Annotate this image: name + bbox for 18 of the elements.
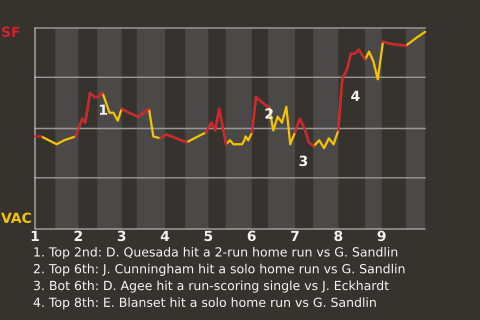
x-tick-label: 8 bbox=[334, 230, 342, 242]
x-tick-label: 3 bbox=[118, 230, 126, 242]
text: 1. Top 2nd: D. Quesada hit a 2-run home run vs G. Sandlin bbox=[34, 246, 398, 260]
text: SF bbox=[2, 26, 20, 38]
text: 3. Bot 6th: D. Agee hit a run-scoring single vs J. Eckhardt bbox=[34, 280, 389, 293]
annotation: 3 bbox=[299, 156, 308, 166]
x-tick-label: 4 bbox=[160, 230, 170, 241]
text: 2. Top 6th: J. Cunningham hit a solo home run vs G. Sandlin bbox=[34, 264, 404, 276]
annotation: 1 bbox=[100, 104, 108, 115]
x-tick-label: 6 bbox=[248, 230, 256, 242]
x-tick-label: 9 bbox=[378, 230, 386, 242]
x-tick-label: 2 bbox=[74, 230, 82, 241]
x-tick-label: 1 bbox=[32, 230, 39, 241]
text: 4. Top 8th: E. Blanset hit a solo home run vs G. Sandlin bbox=[34, 297, 376, 310]
x-tick-label: 7 bbox=[291, 230, 299, 241]
annotation: 4 bbox=[351, 90, 360, 101]
x-tick-label: 5 bbox=[204, 230, 212, 242]
text: VAC bbox=[1, 212, 31, 224]
